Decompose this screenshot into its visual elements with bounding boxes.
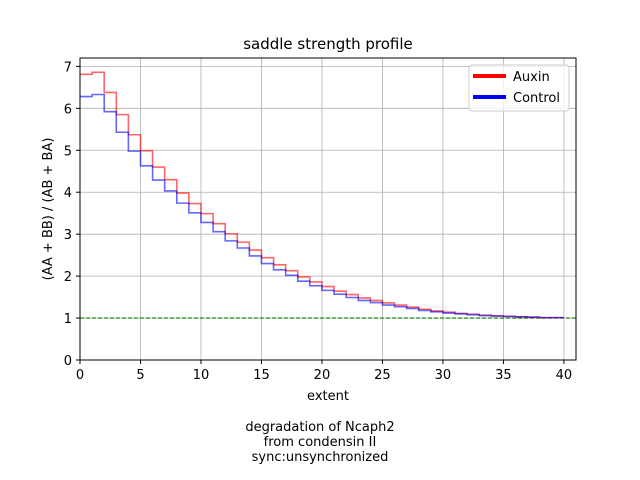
x-tick-label: 40 xyxy=(556,368,573,383)
x-tick-label: 0 xyxy=(76,368,84,383)
chart-title: saddle strength profile xyxy=(243,35,413,53)
y-tick-label: 6 xyxy=(64,102,72,117)
x-tick-label: 10 xyxy=(193,368,210,383)
x-tick-label: 15 xyxy=(253,368,270,383)
legend-label-control: Control xyxy=(513,91,560,106)
x-tick-label: 20 xyxy=(314,368,331,383)
caption-line-1: degradation of Ncaph2 xyxy=(245,420,395,435)
series-line-control xyxy=(80,93,564,319)
caption-line-3: sync:unsynchronized xyxy=(251,450,389,465)
plot-frame xyxy=(79,57,577,361)
x-tick-label: 25 xyxy=(374,368,391,383)
y-tick-label: 3 xyxy=(64,228,72,243)
x-tick-label: 30 xyxy=(435,368,452,383)
x-tick-label: 5 xyxy=(136,368,144,383)
series-layer xyxy=(80,71,564,319)
axis-ticks: 0 5 10 15 20 25 30 35 40 0 1 2 3 4 5 6 7 xyxy=(64,60,572,383)
caption-line-2: from condensin II xyxy=(263,435,377,450)
x-axis-label: extent xyxy=(307,389,349,404)
y-tick-label: 0 xyxy=(64,354,72,369)
legend-label-auxin: Auxin xyxy=(513,70,550,85)
x-tick-label: 35 xyxy=(495,368,512,383)
y-tick-label: 4 xyxy=(64,186,72,201)
y-tick-label: 2 xyxy=(64,270,72,285)
y-tick-label: 1 xyxy=(64,312,72,327)
y-tick-label: 5 xyxy=(64,144,72,159)
legend: Auxin Control xyxy=(468,64,570,112)
y-axis-label: (AA + BB) / (AB + BA) xyxy=(41,138,56,281)
y-tick-label: 7 xyxy=(64,60,72,75)
